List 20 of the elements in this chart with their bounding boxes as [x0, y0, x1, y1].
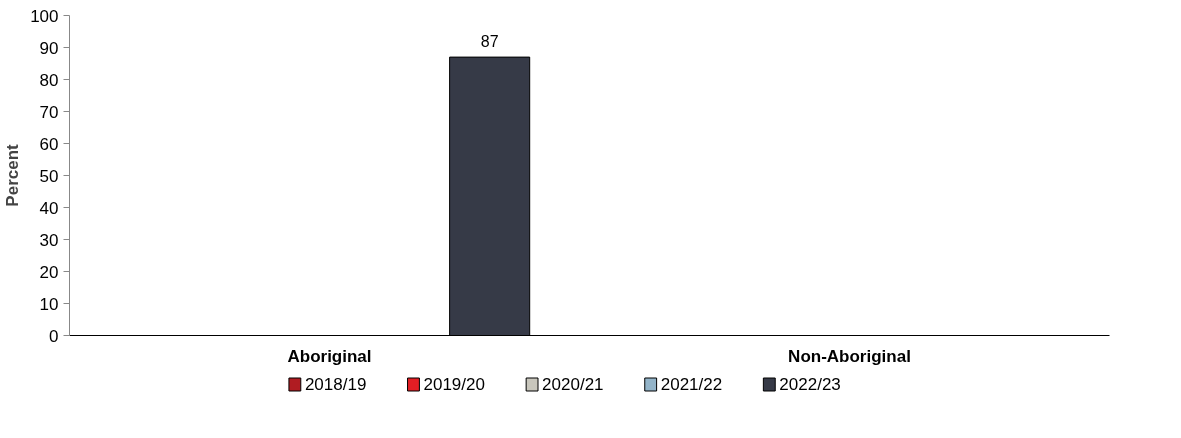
y-tick-label: 50: [39, 166, 59, 186]
y-tick-label: 80: [39, 70, 59, 90]
legend-label: 2019/20: [423, 375, 485, 394]
y-tick-label: 40: [39, 198, 59, 218]
legend-label: 2022/23: [779, 375, 841, 394]
y-tick-label: 60: [39, 134, 59, 154]
y-tick-label: 10: [39, 294, 59, 314]
y-tick-label: 90: [39, 38, 59, 58]
legend-label: 2020/21: [542, 375, 604, 394]
legend-label: 2018/19: [304, 375, 367, 394]
y-tick-label: 20: [39, 262, 59, 282]
y-tick-label: 30: [39, 230, 59, 250]
y-tick-label: 0: [49, 326, 59, 346]
y-tick-label: 100: [30, 6, 59, 26]
legend-label: 2021/22: [660, 375, 723, 394]
x-tick-label: Non-Aboriginal: [788, 346, 911, 366]
x-tick-label: Aboriginal: [287, 346, 372, 366]
y-axis-title: Percent: [3, 143, 23, 207]
y-tick-label: 70: [39, 102, 59, 122]
data-label: 87: [480, 33, 499, 51]
